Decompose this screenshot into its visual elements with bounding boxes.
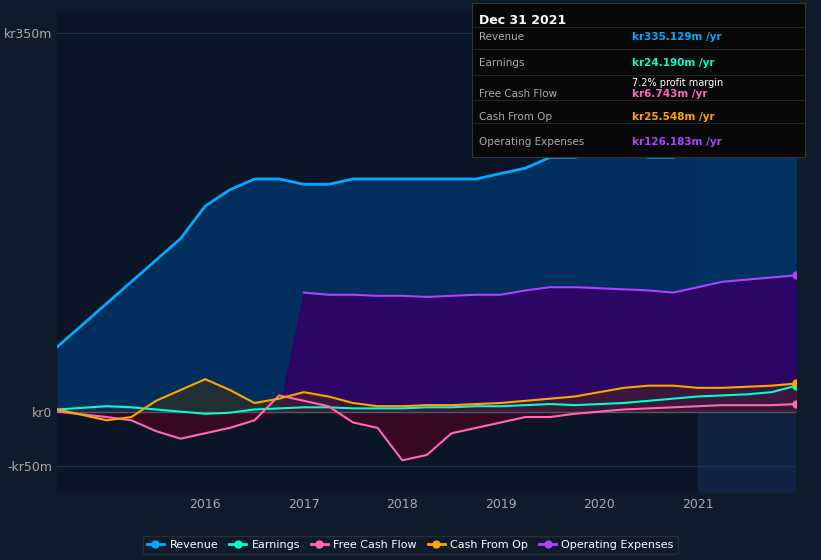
Text: Earnings: Earnings <box>479 58 525 68</box>
Text: Cash From Op: Cash From Op <box>479 112 552 122</box>
Text: Dec 31 2021: Dec 31 2021 <box>479 13 566 26</box>
Bar <box>698 11 796 493</box>
Text: Free Cash Flow: Free Cash Flow <box>479 89 557 99</box>
Text: Operating Expenses: Operating Expenses <box>479 137 584 147</box>
Text: 7.2% profit margin: 7.2% profit margin <box>631 78 723 88</box>
Text: kr24.190m /yr: kr24.190m /yr <box>631 58 714 68</box>
Text: kr335.129m /yr: kr335.129m /yr <box>631 32 722 42</box>
Text: kr6.743m /yr: kr6.743m /yr <box>631 89 707 99</box>
Legend: Revenue, Earnings, Free Cash Flow, Cash From Op, Operating Expenses: Revenue, Earnings, Free Cash Flow, Cash … <box>143 535 678 554</box>
Text: Revenue: Revenue <box>479 32 524 42</box>
Text: kr25.548m /yr: kr25.548m /yr <box>631 112 714 122</box>
Text: kr126.183m /yr: kr126.183m /yr <box>631 137 722 147</box>
